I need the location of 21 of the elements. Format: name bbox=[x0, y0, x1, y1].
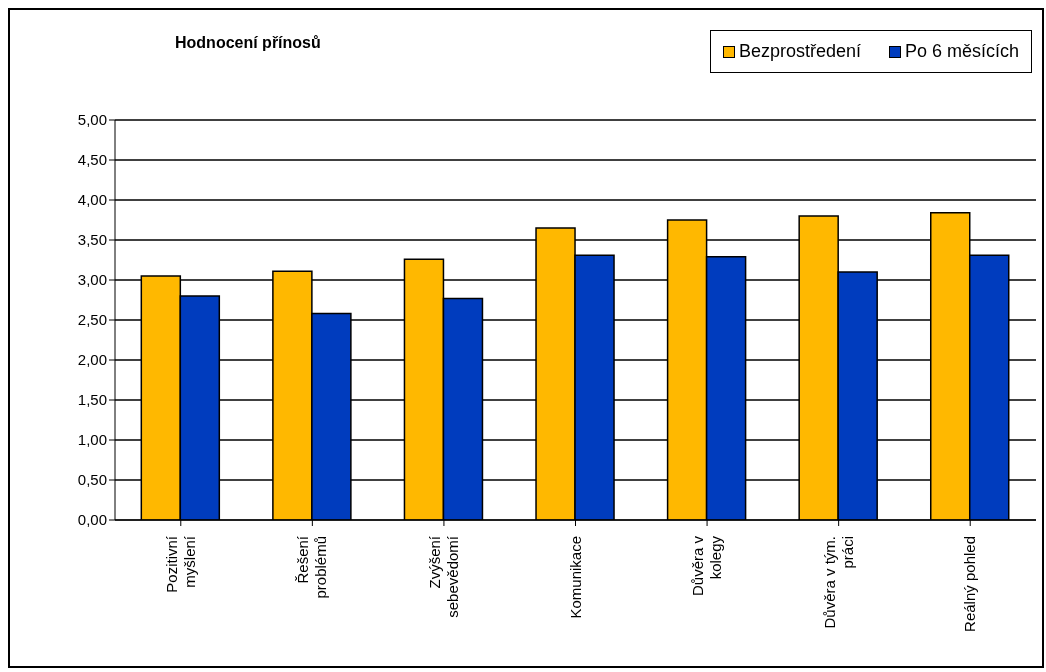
y-tick-label: 1,00 bbox=[77, 431, 107, 449]
x-tick-label: Důvěra v kolegy bbox=[689, 535, 725, 597]
legend-label: Po 6 měsících bbox=[904, 41, 1019, 62]
x-tick-label: Řešení problémů bbox=[294, 535, 330, 599]
y-tick-label: 0,50 bbox=[77, 471, 107, 489]
y-tick-label: 5,00 bbox=[77, 111, 107, 129]
y-tick-label: 1,50 bbox=[77, 391, 107, 409]
y-tick-label: 3,50 bbox=[77, 231, 107, 249]
x-tick-label: Pozitivní myšlení bbox=[162, 535, 198, 593]
y-tick-label: 4,00 bbox=[77, 191, 107, 209]
chart-title: Hodnocení přínosů bbox=[175, 34, 321, 52]
y-tick-label: 2,50 bbox=[77, 311, 107, 329]
y-tick-label: 2,00 bbox=[77, 351, 107, 369]
y-tick-label: 3,00 bbox=[77, 271, 107, 289]
y-tick-label: 0,00 bbox=[77, 511, 107, 529]
x-tick-label: Komunikace bbox=[566, 536, 584, 619]
x-tick-label: Zvýšení sebevědomí bbox=[425, 535, 461, 618]
y-tick-label: 4,50 bbox=[77, 151, 107, 169]
x-tick-label: Důvěra v tým. práci bbox=[820, 536, 856, 629]
x-tick-label: Reálný pohled bbox=[961, 536, 979, 632]
legend-label: Bezprostředení bbox=[738, 41, 861, 62]
